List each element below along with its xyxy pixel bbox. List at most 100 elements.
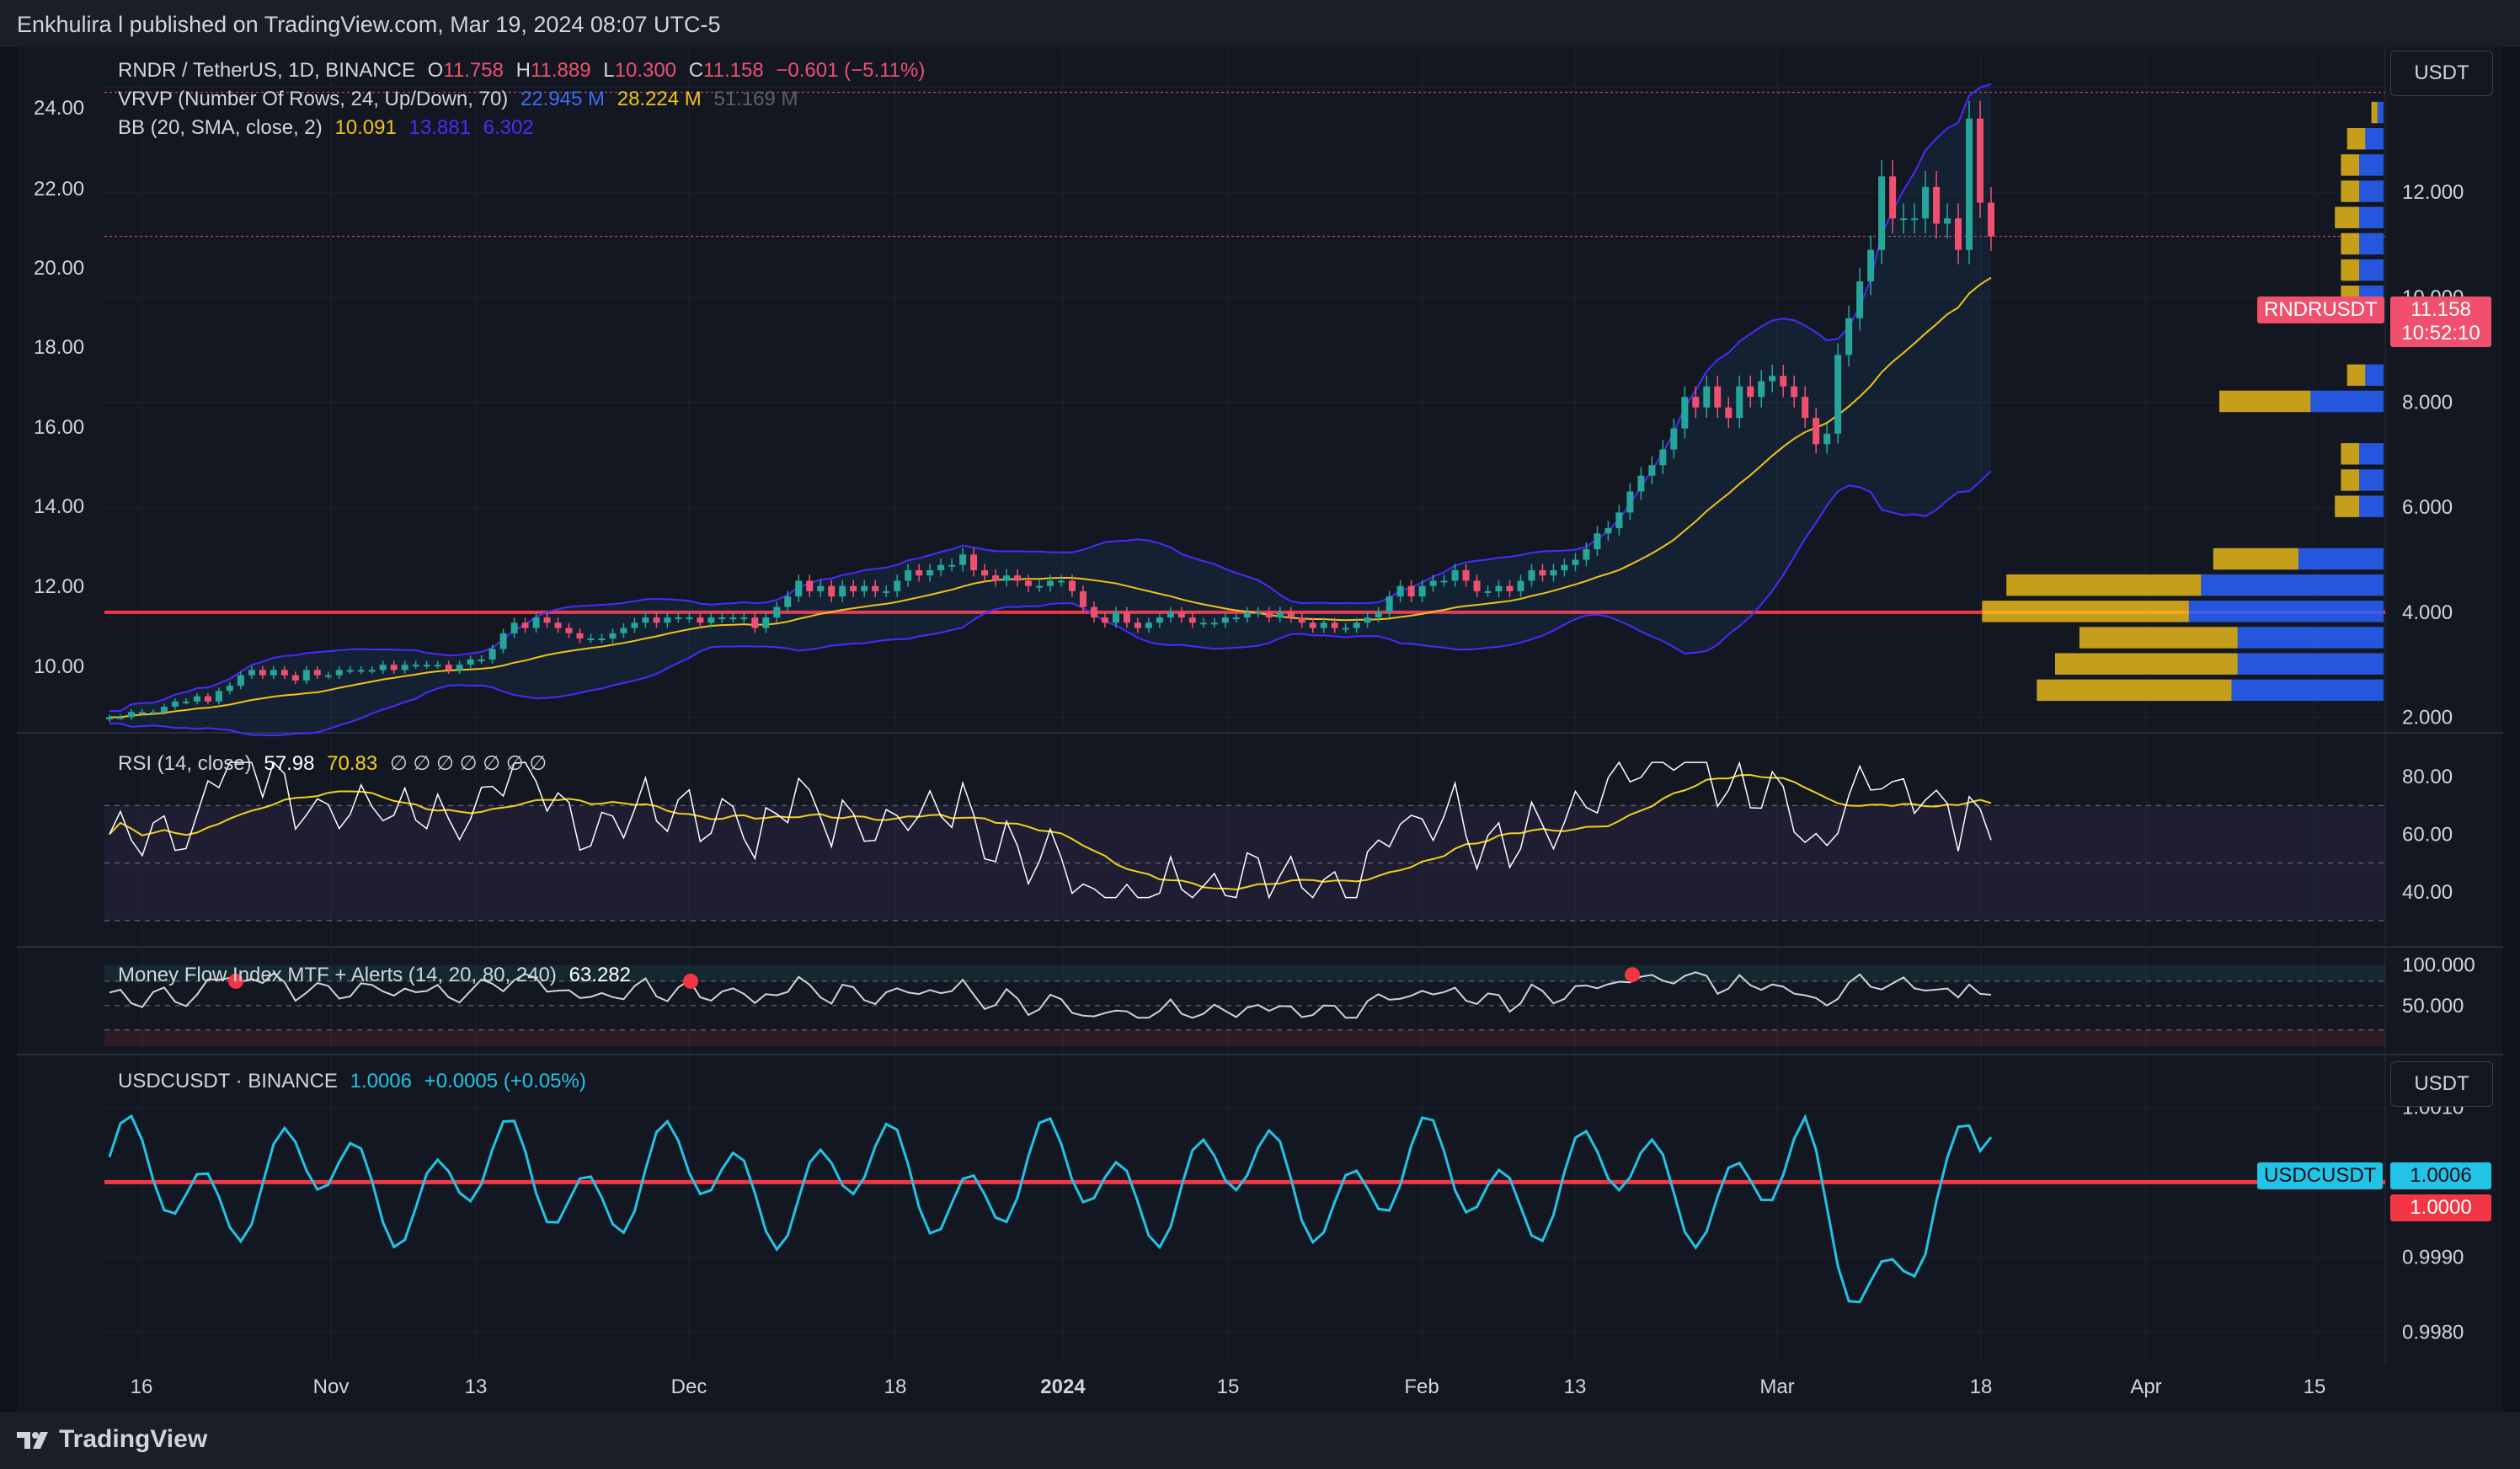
candle-body <box>1802 397 1809 419</box>
candle-body <box>1594 533 1601 550</box>
x-tick-label: 18 <box>884 1376 907 1398</box>
candle-body <box>1955 218 1962 250</box>
candle-body <box>554 622 562 628</box>
candle-body <box>127 712 135 718</box>
candle-body <box>1188 617 1196 623</box>
x-tick-label: 15 <box>2304 1376 2326 1398</box>
rsi-ma-value: 70.83 <box>327 752 378 775</box>
candle-body <box>1911 218 1919 221</box>
candle-body <box>1396 585 1404 597</box>
x-tick-label: 15 <box>1217 1376 1240 1398</box>
candle-body <box>1353 622 1360 628</box>
candle-body <box>926 569 934 576</box>
candle-body <box>1615 512 1623 529</box>
currency-button-main[interactable]: USDT <box>2390 51 2493 96</box>
usdc-value: 1.0006 <box>350 1070 412 1092</box>
mfi-alert-dot <box>1625 967 1640 983</box>
candle-body <box>182 701 190 703</box>
candle-body <box>828 585 836 597</box>
candle-body <box>762 617 770 628</box>
candle-body <box>1243 612 1251 618</box>
right-price-tick: 2.000 <box>2402 707 2453 729</box>
candle-body <box>948 564 956 567</box>
candle-body <box>1484 590 1492 593</box>
candle-body <box>1900 218 1908 221</box>
candle-body <box>1385 596 1393 612</box>
candle-body <box>1922 186 1930 219</box>
x-tick-label: Nov <box>313 1376 350 1398</box>
symbol-label[interactable]: RNDR / TetherUS, 1D, BINANCE <box>118 59 415 82</box>
candle-body <box>718 617 726 620</box>
candle-body <box>478 659 485 661</box>
tradingview-brand[interactable]: TradingView <box>17 1425 207 1454</box>
candle-body <box>1047 580 1054 586</box>
candle-body <box>1309 622 1316 628</box>
candle-body <box>664 617 671 623</box>
candle-body <box>1342 628 1349 630</box>
candle-body <box>817 585 825 591</box>
candle-body <box>1714 386 1722 408</box>
candle-body <box>1331 622 1338 628</box>
candle-body <box>1462 569 1470 581</box>
vrvp-down-value: 28.224 M <box>617 88 702 110</box>
candle-body <box>850 585 857 591</box>
volume-profile-down <box>2341 180 2360 202</box>
candle-body <box>1025 580 1033 586</box>
candle-body <box>1780 376 1787 387</box>
volume-profile-down <box>2055 653 2238 675</box>
bb-legend[interactable]: BB (20, SMA, close, 2) 10.091 13.881 6.3… <box>118 116 541 140</box>
candle-body <box>1988 202 1994 237</box>
candle-body <box>116 717 124 719</box>
candle-body <box>631 622 638 628</box>
candle-body <box>729 617 737 620</box>
mfi-tick: 100.000 <box>2402 954 2475 977</box>
volume-profile-down <box>2346 128 2366 150</box>
volume-profile-down <box>2219 390 2311 413</box>
candle-body <box>905 569 912 581</box>
volume-profile-up <box>2359 232 2384 255</box>
candle-body <box>1090 606 1097 618</box>
candle-body <box>1276 612 1284 618</box>
volume-profile-down <box>2341 443 2360 465</box>
candle-body <box>1451 569 1459 581</box>
candle-body <box>1014 575 1022 581</box>
candle-body <box>401 665 408 670</box>
candle-body <box>1539 569 1546 576</box>
rsi-legend[interactable]: RSI (14, close) 57.98 70.83 ∅ ∅ ∅ ∅ ∅ ∅ … <box>118 751 553 776</box>
candle-body <box>784 596 792 607</box>
left-price-tick: 16.00 <box>34 416 84 439</box>
rsi-value: 57.98 <box>264 752 315 775</box>
price-tag-price: 11.158 <box>2390 296 2491 323</box>
mfi-legend[interactable]: Money Flow Index MTF + Alerts (14, 20, 8… <box>118 964 638 987</box>
candle-body <box>1637 475 1645 492</box>
candle-body <box>1221 617 1229 623</box>
volume-profile-up <box>2359 469 2384 491</box>
volume-profile-up <box>2237 653 2384 675</box>
candle-body <box>1375 612 1382 618</box>
candle-body <box>992 575 1000 581</box>
candle-body <box>1036 585 1044 588</box>
chart-frame <box>17 47 2503 1412</box>
top-bar: Enkhulira l published on TradingView.com… <box>0 0 2520 47</box>
left-price-tick: 10.00 <box>34 655 84 678</box>
usdc-legend[interactable]: USDCUSDT · BINANCE 1.0006 +0.0005 (+0.05… <box>118 1070 593 1093</box>
candle-body <box>959 554 967 565</box>
candle-body <box>149 712 157 714</box>
bb-lower-line <box>109 470 1992 737</box>
vrvp-legend[interactable]: VRVP (Number Of Rows, 24, Up/Down, 70) 2… <box>118 88 805 111</box>
candle-body <box>193 696 200 702</box>
candle-body <box>1407 585 1415 597</box>
candle-body <box>1473 580 1481 591</box>
volume-profile-up <box>2188 601 2384 622</box>
candle-body <box>872 585 879 591</box>
volume-profile-down <box>2341 469 2360 491</box>
candle-body <box>106 717 113 720</box>
usdc-tick: 0.9980 <box>2402 1321 2464 1343</box>
usdc-tick: 0.9990 <box>2402 1246 2464 1269</box>
mfi-upper-band <box>104 964 2385 981</box>
candle-body <box>806 580 814 591</box>
candle-body <box>412 665 419 667</box>
open-value: 11.758 <box>443 59 504 82</box>
currency-button-usdc[interactable]: USDT <box>2390 1061 2493 1107</box>
